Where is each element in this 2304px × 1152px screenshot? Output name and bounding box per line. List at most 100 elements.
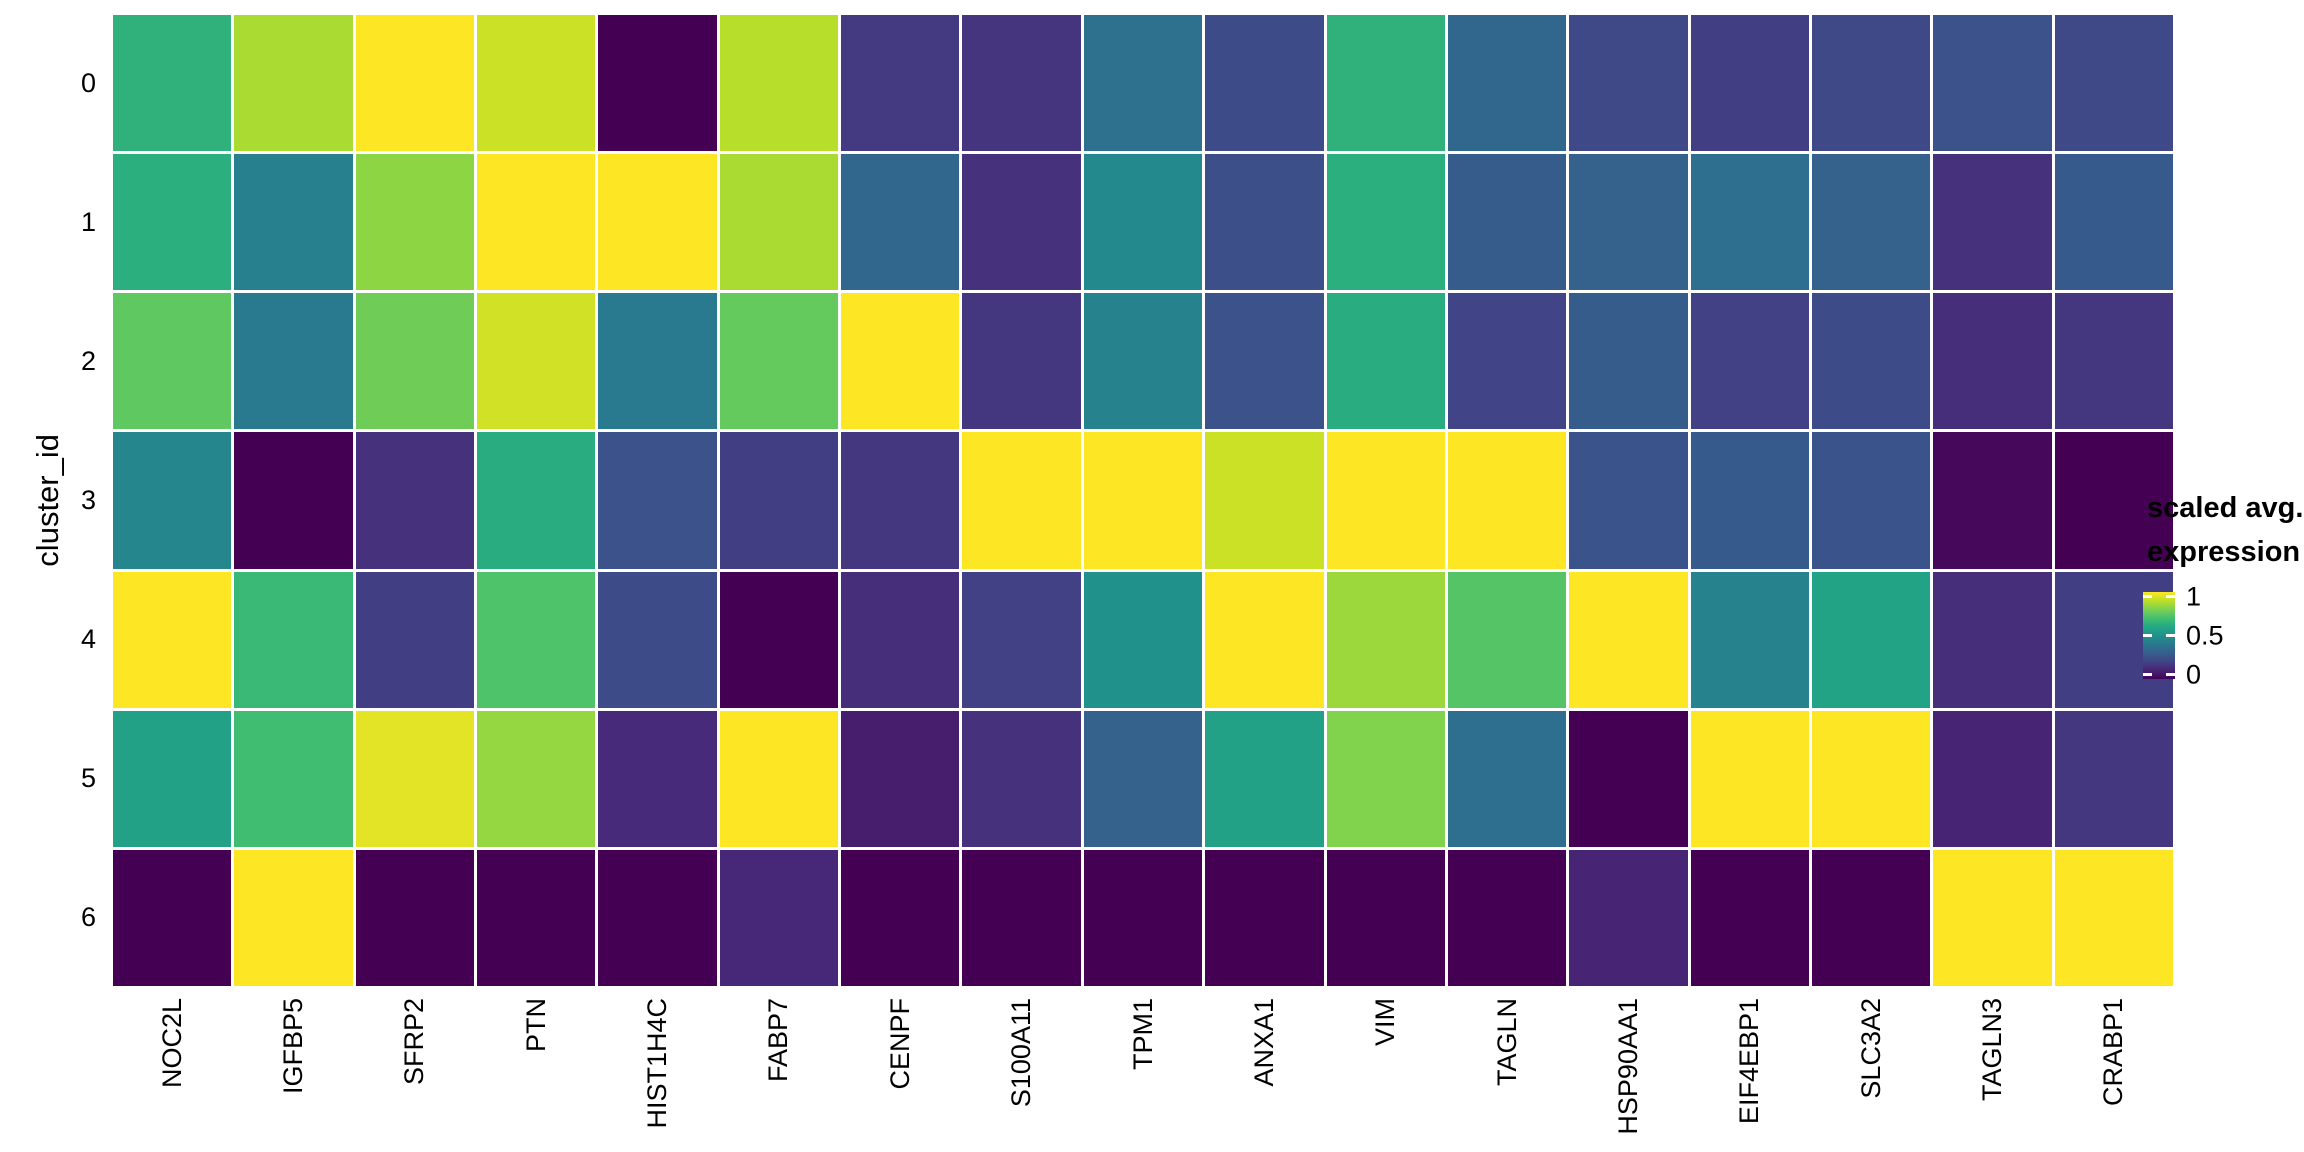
heatmap-cell [113,710,232,847]
heatmap-cell [1447,293,1567,430]
x-tick-label-cell: IGFBP5 [234,998,352,1150]
heatmap-cell [1326,432,1445,569]
heatmap-cell [1447,154,1567,291]
heatmap-cell [355,571,475,708]
heatmap-cell [1205,571,1324,708]
x-tick-label-cell: CENPF [841,998,959,1150]
heatmap-cell [962,154,1081,291]
y-tick-label: 1 [80,206,96,237]
x-tick-label-cell: SLC3A2 [1812,998,1930,1150]
x-tick-label-cell: FABP7 [720,998,838,1150]
heatmap-cell [719,15,839,152]
heatmap-cell [1569,432,1688,569]
heatmap-cell [355,432,475,569]
heatmap-cell [1811,849,1931,986]
heatmap-cell [841,15,960,152]
heatmap-cell [1690,710,1809,847]
x-tick-label-cell: TAGLN3 [1933,998,2051,1150]
heatmap-cell [1690,849,1809,986]
heatmap-cell [477,293,596,430]
heatmap-cell [962,571,1081,708]
x-tick-label: FABP7 [763,998,794,1083]
legend: scaled avg. expression 1 0.5 0 [2143,486,2304,689]
heatmap-cell [2054,154,2173,291]
heatmap-cell [841,432,960,569]
heatmap-cell [113,432,232,569]
heatmap-cell [1811,154,1931,291]
x-tick-label: TAGLN [1491,998,1522,1087]
y-tick-label: 4 [80,624,96,655]
heatmap-cell [2054,15,2173,152]
heatmap-cell [2054,710,2173,847]
heatmap-cell [598,571,717,708]
heatmap-cell [1569,710,1688,847]
heatmap-cell [1811,293,1931,430]
x-tick-label: CRABP1 [2098,998,2129,1107]
x-tick-label: HSP90AA1 [1612,998,1643,1135]
y-tick-label: 0 [80,67,96,98]
x-tick-label-cell: TPM1 [1084,998,1202,1150]
x-tick-label: IGFBP5 [278,998,309,1095]
heatmap-cell [355,15,475,152]
heatmap-cell [1690,154,1809,291]
heatmap-cell [1811,710,1931,847]
heatmap-cell [355,293,475,430]
x-tick-label: NOC2L [156,998,187,1089]
legend-tick-label: 1 [2186,581,2202,611]
heatmap-cell [1569,571,1688,708]
heatmap-cell [477,571,596,708]
legend-colorbar-row: 1 0.5 0 [2143,581,2304,689]
x-tick-label-cell: TAGLN [1448,998,1566,1150]
legend-colorbar [2143,592,2175,679]
heatmap-cell [113,154,232,291]
heatmap-cell [1083,571,1203,708]
heatmap-cell [1083,154,1203,291]
heatmap-cell [113,15,232,152]
heatmap-cell [719,293,839,430]
heatmap-cell [598,849,717,986]
x-tick-label-cell: CRABP1 [2055,998,2173,1150]
x-tick-label: TPM1 [1127,998,1158,1071]
heatmap-cell [598,15,717,152]
heatmap-cell [1447,710,1567,847]
x-tick-label: EIF4EBP1 [1734,998,1765,1125]
heatmap-cell [1690,432,1809,569]
heatmap-cell [234,710,353,847]
heatmap-cell [1933,710,2052,847]
x-tick-label: TAGLN3 [1977,998,2008,1102]
y-axis-tick-labels: 0 1 2 3 4 5 6 [0,15,96,986]
heatmap-cell [962,849,1081,986]
heatmap-cell [841,293,960,430]
heatmap-cell [1205,432,1324,569]
heatmap-cell [1083,849,1203,986]
heatmap-cell [1205,849,1324,986]
heatmap-cell [598,432,717,569]
heatmap-cell [2054,293,2173,430]
heatmap-cell [1569,154,1688,291]
heatmap-cell [2054,849,2173,986]
y-tick-label: 2 [80,345,96,376]
heatmap-cell [719,432,839,569]
heatmap-cell [1933,571,2052,708]
x-tick-label: HIST1H4C [642,998,673,1129]
heatmap-cell [962,293,1081,430]
heatmap-cell [1083,293,1203,430]
heatmap-cell [1933,154,2052,291]
x-tick-label-cell: PTN [477,998,595,1150]
heatmap-cell [1326,15,1445,152]
y-tick-label: 5 [80,763,96,794]
heatmap-cell [477,849,596,986]
heatmap-cell [962,432,1081,569]
x-tick-label: PTN [520,998,551,1052]
heatmap-cell [1933,15,2052,152]
heatmap-cell [355,154,475,291]
heatmap-cell [113,849,232,986]
heatmap-grid [113,15,2173,986]
x-tick-label-cell: ANXA1 [1205,998,1323,1150]
heatmap-cell [598,710,717,847]
legend-title-line2: expression [2147,536,2301,568]
heatmap-cell [1326,571,1445,708]
heatmap-cell [1326,849,1445,986]
heatmap-cell [1690,293,1809,430]
x-tick-label-cell: SFRP2 [356,998,474,1150]
